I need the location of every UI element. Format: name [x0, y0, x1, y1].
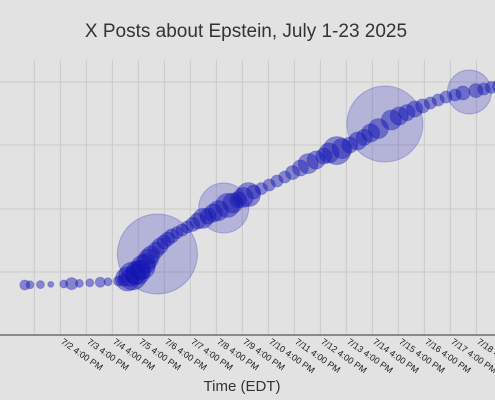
data-point: [485, 80, 495, 94]
data-point: [235, 182, 261, 208]
data-point: [189, 212, 207, 230]
data-point: [175, 223, 189, 237]
data-point: [262, 178, 276, 192]
data-point: [94, 276, 106, 288]
data-point: [439, 90, 453, 104]
data-point: [125, 260, 151, 286]
data-point: [19, 279, 31, 291]
data-point: [431, 93, 445, 107]
data-point: [346, 85, 424, 163]
grid: [0, 60, 495, 335]
data-point: [477, 82, 491, 96]
data-point: [389, 106, 409, 126]
data-point: [124, 264, 146, 286]
data-point: [446, 69, 492, 115]
data-point: [85, 278, 95, 288]
data-point: [112, 275, 124, 287]
data-point: [151, 237, 169, 255]
data-point: [297, 153, 319, 175]
data-point: [322, 136, 352, 166]
data-point: [306, 150, 326, 170]
data-point: [115, 266, 140, 292]
bubbles: [19, 69, 495, 295]
data-point: [448, 88, 462, 102]
data-point: [137, 248, 159, 270]
data-point: [74, 278, 84, 288]
data-point: [135, 252, 157, 274]
data-point: [455, 85, 471, 101]
data-point: [130, 259, 151, 281]
data-point: [270, 174, 284, 188]
data-point: [361, 123, 381, 143]
data-point: [118, 261, 148, 291]
data-point: [331, 138, 353, 160]
data-point: [35, 280, 45, 290]
data-point: [141, 245, 161, 265]
data-point: [406, 100, 424, 118]
data-point: [254, 182, 268, 196]
data-point: [315, 147, 333, 165]
data-point: [170, 226, 184, 240]
data-point: [367, 118, 389, 140]
data-point: [208, 200, 229, 222]
data-point: [47, 280, 55, 288]
data-point: [246, 184, 262, 200]
data-point: [120, 267, 140, 287]
data-point: [203, 203, 223, 223]
data-point: [491, 80, 495, 93]
data-point: [116, 213, 198, 295]
data-point: [348, 131, 368, 151]
data-point: [180, 220, 194, 234]
data-point: [318, 142, 340, 164]
data-point: [415, 98, 431, 114]
data-point: [160, 231, 176, 247]
data-point: [59, 279, 69, 289]
data-point: [229, 191, 247, 209]
data-point: [164, 228, 180, 244]
data-point: [285, 165, 301, 181]
data-point: [147, 241, 165, 259]
x-axis-label: Time (EDT): [204, 378, 281, 395]
data-point: [215, 192, 241, 218]
data-point: [423, 96, 437, 110]
data-point: [25, 280, 35, 290]
data-point: [192, 207, 214, 229]
data-point: [222, 192, 244, 214]
data-point: [198, 182, 250, 234]
data-point: [103, 277, 113, 287]
data-point: [291, 159, 309, 177]
data-point: [398, 104, 416, 122]
data-point: [130, 254, 156, 280]
data-point: [380, 109, 402, 131]
chart-title: X Posts about Epstein, July 1-23 2025: [85, 21, 407, 42]
data-point: [117, 273, 131, 287]
data-point: [185, 216, 200, 232]
data-point: [156, 234, 172, 250]
data-point: [199, 207, 217, 225]
data-point: [278, 170, 292, 184]
data-point: [468, 83, 484, 99]
data-point: [341, 136, 359, 154]
data-point: [232, 186, 254, 208]
data-point: [65, 277, 79, 291]
data-point: [355, 128, 373, 146]
